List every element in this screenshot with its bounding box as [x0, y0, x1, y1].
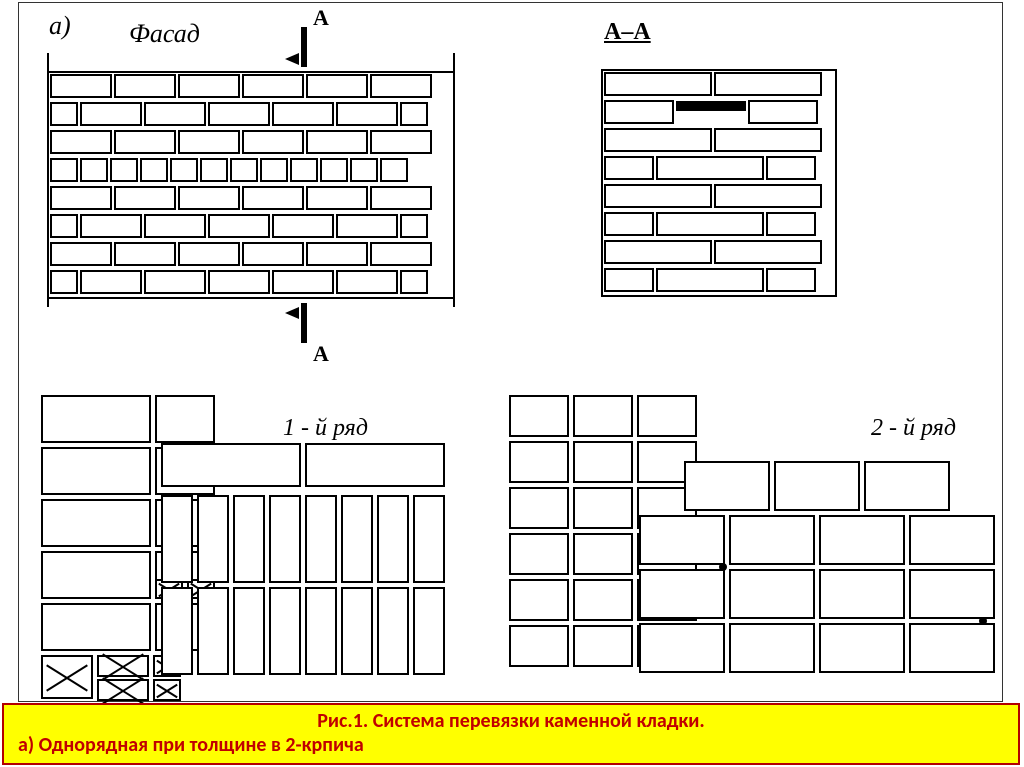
ext-line-right: [453, 53, 455, 307]
caption-line1: Рис.1. Система перевязки каменной кладки…: [18, 709, 1004, 733]
facade-label: Фасад: [129, 19, 200, 49]
facade-wall: [49, 71, 453, 299]
plan-row2: [509, 395, 989, 695]
section-label: А–А: [604, 19, 651, 46]
caption-box: Рис.1. Система перевязки каменной кладки…: [2, 703, 1020, 765]
section-wall: [601, 69, 837, 297]
cut-label-top: А: [313, 5, 329, 31]
cut-arrow-top: [285, 53, 299, 65]
cut-label-bottom: А: [313, 341, 329, 367]
variant-label: а): [49, 11, 71, 41]
cut-mark-bottom: [301, 303, 307, 343]
diagram-frame: а) Фасад А–А А А 1 - й ряд 2 - й ряд: [18, 2, 1003, 702]
cut-mark-top: [301, 27, 307, 67]
caption-line2: а) Однорядная при толщине в 2-крпича: [18, 733, 1004, 757]
cut-arrow-bottom: [285, 307, 299, 319]
plan-row1: [41, 395, 461, 695]
